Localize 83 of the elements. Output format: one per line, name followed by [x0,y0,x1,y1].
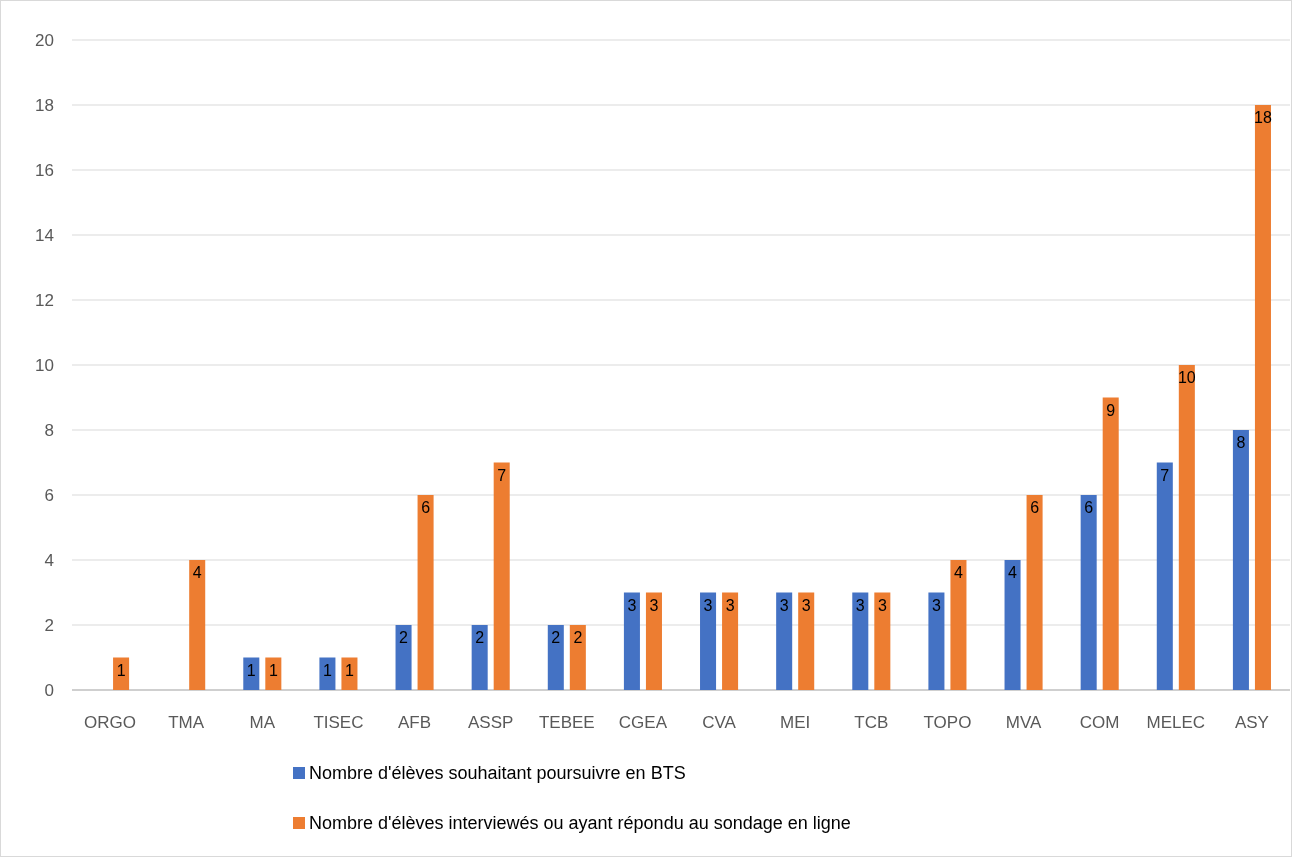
data-label: 3 [725,596,735,614]
x-tick-label: COM [1079,713,1120,732]
x-tick-label: TMA [168,713,205,732]
data-label: 1 [322,661,332,679]
y-tick-label: 14 [35,226,54,245]
y-tick-label: 12 [35,291,54,310]
bar [874,592,891,690]
data-label: 2 [551,629,561,646]
bar [1178,365,1195,690]
data-label: 4 [954,564,963,581]
y-tick-label: 6 [44,486,54,505]
bar [493,462,510,690]
y-tick-label: 2 [44,616,54,635]
bar [417,495,434,690]
bar [471,625,488,690]
x-tick-label: ASY [1234,713,1269,732]
legend-label: Nombre d'élèves souhaitant poursuivre en BTS [309,763,686,783]
data-label: 6 [1030,499,1040,516]
bar [776,592,793,690]
bar [798,592,815,690]
data-label: 6 [1084,499,1094,516]
x-tick-label: TOPO [923,713,972,732]
data-label: 3 [703,596,713,614]
data-label: 3 [877,596,887,614]
x-tick-label: ASSP [468,713,514,732]
bar [1026,495,1043,690]
bar [623,592,640,690]
y-tick-label: 0 [44,681,54,700]
y-tick-label: 8 [44,421,54,440]
bar [1004,560,1021,690]
bar [1156,462,1173,690]
bar [395,625,412,690]
data-label: 6 [421,499,431,516]
data-label: 4 [192,564,202,581]
y-tick-label: 20 [35,31,54,50]
data-label: 10 [1177,369,1196,386]
x-tick-label: TCB [854,713,889,732]
bar [852,592,869,690]
x-tick-label: MA [249,713,276,732]
y-tick-label: 16 [35,161,54,180]
x-tick-label: ORGO [84,713,137,732]
data-label: 7 [497,466,507,484]
bar [1254,105,1271,690]
data-label: 3 [779,596,789,614]
bar [722,592,739,690]
data-label: 1 [268,661,278,679]
bar [1080,495,1097,690]
x-tick-label: MVA [1005,713,1043,732]
bar [1232,430,1249,690]
x-tick-label: CGEA [618,713,668,732]
x-tick-label: MEI [780,713,811,732]
data-label: 2 [573,629,583,646]
data-label: 3 [931,596,941,614]
bar [569,625,586,690]
bar [189,560,206,690]
x-tick-label: TISEC [313,713,364,732]
x-tick-label: MELEC [1146,713,1206,732]
y-tick-label: 10 [35,356,54,375]
bar [1102,397,1119,690]
data-label: 7 [1160,466,1170,484]
x-tick-label: AFB [398,713,432,732]
bar [928,592,945,690]
data-label: 1 [246,661,256,679]
data-label: 3 [649,596,659,614]
bar [950,560,967,690]
y-tick-label: 4 [44,551,54,570]
bar [547,625,564,690]
x-tick-label: TEBEE [538,713,595,732]
y-tick-label: 18 [35,96,54,115]
data-label: 3 [855,596,865,614]
data-label: 8 [1236,434,1246,451]
data-label: 1 [345,661,354,679]
x-tick-label: CVA [702,713,737,732]
data-label: 1 [116,661,126,679]
bar [645,592,662,690]
data-label: 4 [1008,564,1018,581]
data-label: 3 [801,596,811,614]
data-label: 2 [475,629,485,646]
data-label: 3 [627,596,637,614]
data-label: 9 [1106,401,1116,419]
legend-label: Nombre d'élèves interviewés ou ayant répondu au sondage en ligne [309,813,851,833]
bar [700,592,717,690]
data-label: 2 [399,629,409,646]
